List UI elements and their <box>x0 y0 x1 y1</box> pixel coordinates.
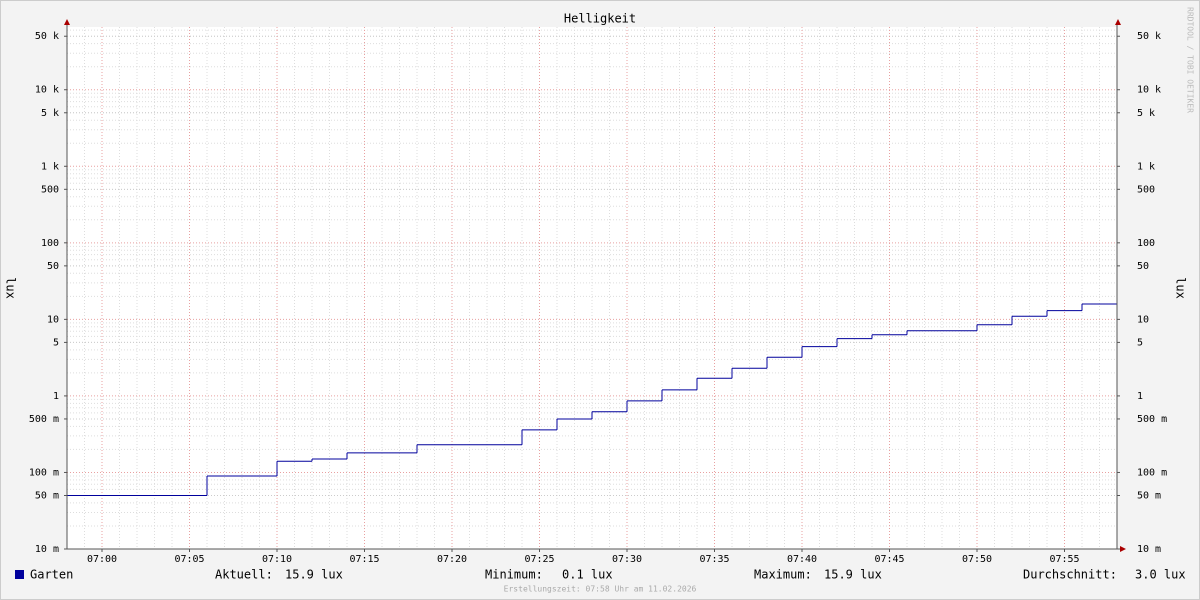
x-tick-label: 07:20 <box>437 554 467 565</box>
x-tick-label: 07:35 <box>699 554 729 565</box>
y-tick-label-right: 1 k <box>1137 161 1155 172</box>
axis-arrow <box>64 19 70 25</box>
y-tick-label: 50 k <box>35 31 59 42</box>
y-tick-label-right: 100 <box>1137 238 1155 249</box>
stat-value: 15.9 lux <box>824 568 882 582</box>
stat-label: Maximum: <box>754 568 812 582</box>
stat-value: 15.9 lux <box>285 568 343 582</box>
legend-label: Garten <box>30 568 73 582</box>
y-tick-label: 500 m <box>29 414 59 425</box>
y-axis-label-right: lux <box>1174 277 1188 299</box>
y-tick-label-right: 50 m <box>1137 490 1161 501</box>
footer: Erstellungszeit: 07:58 Uhr am 11.02.2026 <box>504 585 697 594</box>
y-tick-label-right: 50 <box>1137 261 1149 272</box>
y-tick-label: 5 k <box>41 108 59 119</box>
axis-arrow <box>1115 19 1121 25</box>
stat-value: 3.0 lux <box>1135 568 1186 582</box>
stat-value: 0.1 lux <box>562 568 613 582</box>
x-tick-label: 07:45 <box>874 554 904 565</box>
x-tick-label: 07:25 <box>524 554 554 565</box>
y-tick-label-right: 10 <box>1137 314 1149 325</box>
x-tick-label: 07:00 <box>87 554 117 565</box>
y-tick-label-right: 10 k <box>1137 85 1161 96</box>
y-tick-label-right: 100 m <box>1137 467 1167 478</box>
y-tick-label: 10 <box>47 314 59 325</box>
x-tick-label: 07:05 <box>174 554 204 565</box>
stat-label: Minimum: <box>485 568 543 582</box>
y-tick-label-right: 50 k <box>1137 31 1161 42</box>
x-tick-label: 07:50 <box>962 554 992 565</box>
chart-title: Helligkeit <box>564 12 636 26</box>
series <box>67 303 1117 496</box>
y-tick-label: 10 k <box>35 85 59 96</box>
y-tick-label: 10 m <box>35 544 59 555</box>
y-tick-label-right: 1 <box>1137 391 1143 402</box>
legend-swatch <box>15 570 24 579</box>
y-tick-label-right: 10 m <box>1137 544 1161 555</box>
y-tick-label: 1 <box>53 391 59 402</box>
x-tick-label: 07:15 <box>349 554 379 565</box>
y-tick-label: 50 m <box>35 490 59 501</box>
x-tick-label: 07:40 <box>787 554 817 565</box>
stat-label: Durchschnitt: <box>1023 568 1117 582</box>
y-tick-label: 100 <box>41 238 59 249</box>
y-tick-label-right: 5 <box>1137 337 1143 348</box>
x-tick-label: 07:55 <box>1049 554 1079 565</box>
y-tick-label: 50 <box>47 261 59 272</box>
y-tick-label-right: 500 <box>1137 184 1155 195</box>
axis-arrow <box>1120 546 1126 552</box>
grid <box>67 27 1117 550</box>
y-tick-label: 5 <box>53 337 59 348</box>
x-tick-label: 07:30 <box>612 554 642 565</box>
y-tick-label-right: 5 k <box>1137 108 1155 119</box>
y-tick-label: 1 k <box>41 161 59 172</box>
x-tick-label: 07:10 <box>262 554 292 565</box>
y-tick-label-right: 500 m <box>1137 414 1167 425</box>
watermark: RRDTOOL / TOBI OETIKER <box>1186 7 1195 113</box>
y-tick-label: 500 <box>41 184 59 195</box>
stat-label: Aktuell: <box>215 568 273 582</box>
y-axis-label: lux <box>4 277 18 299</box>
y-tick-label: 100 m <box>29 467 59 478</box>
